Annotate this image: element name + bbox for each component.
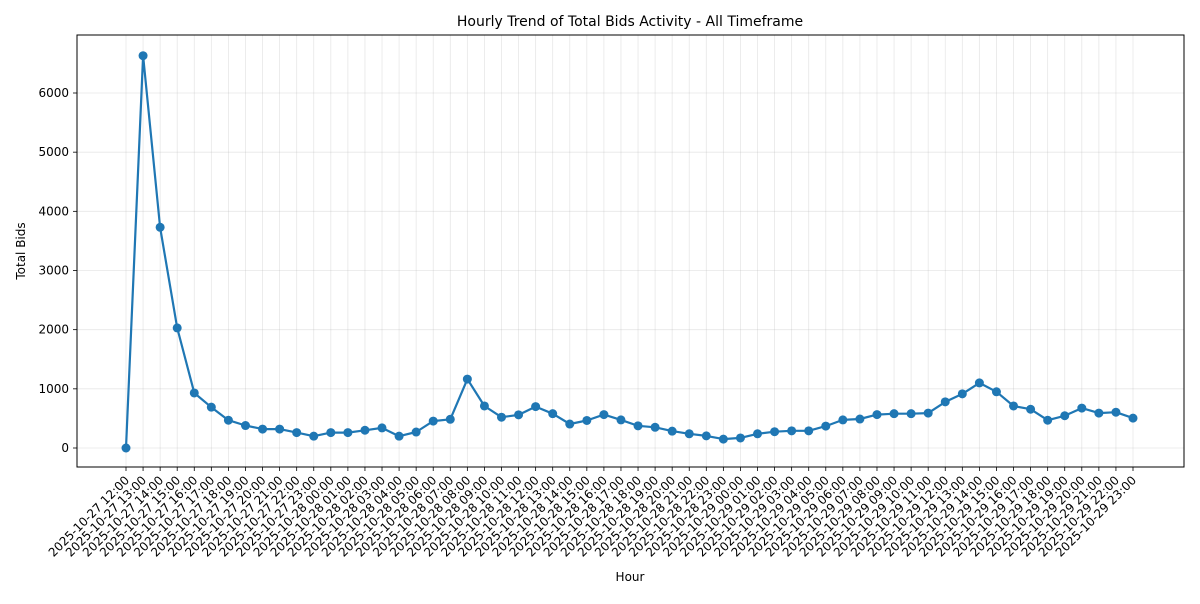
data-point-marker bbox=[991, 387, 1001, 397]
data-point-marker bbox=[292, 428, 302, 438]
data-point-marker bbox=[838, 415, 848, 425]
data-point-marker bbox=[206, 402, 216, 412]
data-point-marker bbox=[940, 397, 950, 407]
data-point-marker bbox=[650, 422, 660, 432]
data-point-marker bbox=[258, 424, 268, 434]
data-point-marker bbox=[411, 427, 421, 437]
y-tick-label: 3000 bbox=[38, 264, 69, 278]
data-point-marker bbox=[1111, 407, 1121, 417]
data-point-marker bbox=[633, 421, 643, 431]
data-point-marker bbox=[855, 414, 865, 424]
data-point-marker bbox=[770, 427, 780, 437]
data-point-marker bbox=[531, 402, 541, 412]
data-point-marker bbox=[872, 410, 882, 420]
data-point-marker bbox=[514, 410, 524, 420]
data-point-marker bbox=[1077, 403, 1087, 413]
data-point-marker bbox=[155, 222, 165, 232]
data-point-marker bbox=[957, 389, 967, 399]
y-axis: 0 1000 2000 3000 4000 5000 6000 bbox=[38, 86, 77, 455]
plot-area-frame bbox=[76, 34, 1185, 468]
x-axis-label: Hour bbox=[616, 570, 645, 584]
data-point-marker bbox=[684, 429, 694, 439]
data-point-marker bbox=[599, 410, 609, 420]
data-point-marker bbox=[582, 415, 592, 425]
data-point-marker bbox=[428, 416, 438, 426]
data-point-marker bbox=[377, 423, 387, 433]
data-point-marker bbox=[616, 415, 626, 425]
data-point-marker bbox=[189, 388, 199, 398]
data-point-marker bbox=[565, 419, 575, 429]
data-point-marker bbox=[548, 409, 558, 419]
data-point-marker bbox=[923, 408, 933, 418]
data-point-marker bbox=[394, 431, 404, 441]
y-tick-label: 4000 bbox=[38, 204, 69, 218]
data-point-marker bbox=[889, 409, 899, 419]
data-point-marker bbox=[1043, 415, 1053, 425]
grid-lines bbox=[77, 35, 1184, 467]
data-point-marker bbox=[462, 374, 472, 384]
data-point-marker bbox=[326, 428, 336, 438]
data-point-marker bbox=[667, 426, 677, 436]
data-point-marker bbox=[479, 401, 489, 411]
y-tick-label: 5000 bbox=[38, 145, 69, 159]
data-point-marker bbox=[701, 431, 711, 441]
data-point-marker bbox=[138, 51, 148, 61]
y-axis-label: Total Bids bbox=[14, 222, 28, 280]
series-total-bids bbox=[121, 51, 1138, 453]
data-point-marker bbox=[1026, 404, 1036, 414]
data-point-marker bbox=[1094, 408, 1104, 418]
data-point-marker bbox=[172, 323, 182, 333]
data-point-marker bbox=[360, 425, 370, 435]
data-point-marker bbox=[496, 412, 506, 422]
data-point-marker bbox=[1060, 411, 1070, 421]
data-point-marker bbox=[787, 426, 797, 436]
y-tick-label: 2000 bbox=[38, 323, 69, 337]
data-point-marker bbox=[1009, 401, 1019, 411]
data-point-marker bbox=[906, 409, 916, 419]
data-point-marker bbox=[343, 428, 353, 438]
data-point-marker bbox=[309, 431, 319, 441]
data-point-marker bbox=[974, 378, 984, 388]
data-point-marker bbox=[223, 415, 233, 425]
data-point-marker bbox=[240, 421, 250, 431]
data-point-marker bbox=[753, 429, 763, 439]
data-point-marker bbox=[275, 424, 285, 434]
data-point-marker bbox=[735, 433, 745, 443]
chart-title: Hourly Trend of Total Bids Activity - Al… bbox=[457, 14, 803, 30]
data-point-marker bbox=[121, 443, 131, 453]
data-point-marker bbox=[718, 434, 728, 444]
y-tick-label: 6000 bbox=[38, 86, 69, 100]
y-tick-label: 1000 bbox=[38, 382, 69, 396]
data-point-marker bbox=[445, 414, 455, 424]
data-point-marker bbox=[804, 426, 814, 436]
y-tick-label: 0 bbox=[61, 441, 69, 455]
data-point-marker bbox=[1128, 413, 1138, 423]
data-point-marker bbox=[821, 421, 831, 431]
